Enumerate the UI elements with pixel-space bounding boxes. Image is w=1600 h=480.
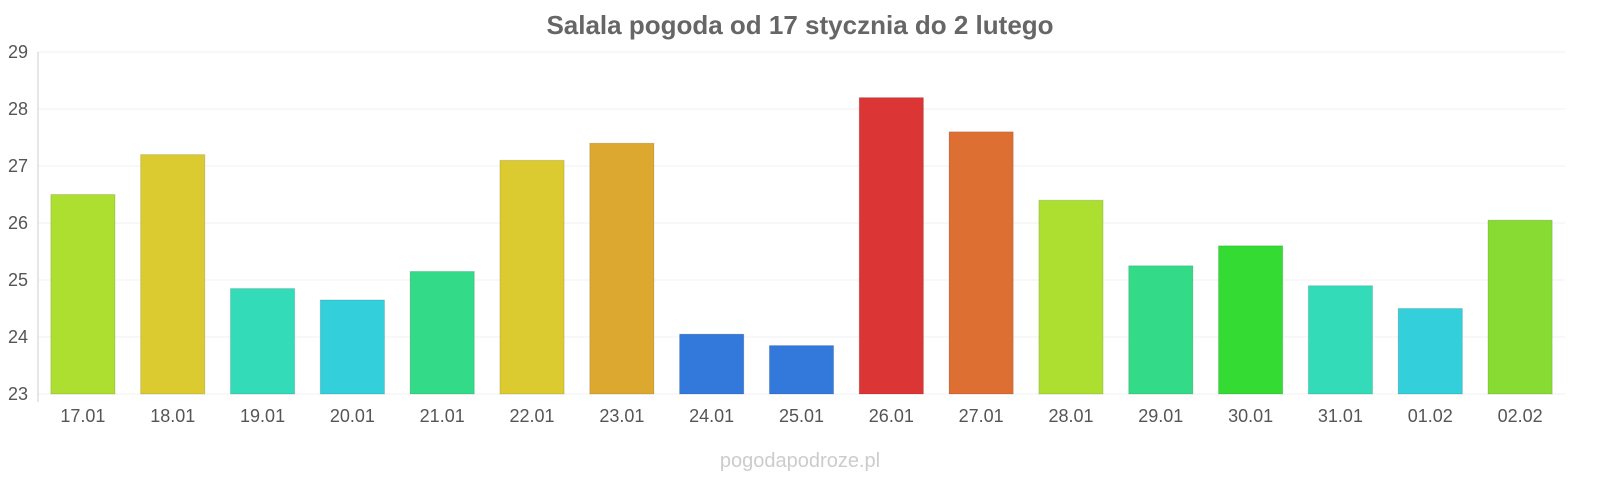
bar-20.01 <box>319 299 385 395</box>
y-tick-label: 25 <box>8 270 28 290</box>
x-tick-label: 31.01 <box>1318 406 1363 426</box>
watermark: pogodapodroze.pl <box>719 450 881 472</box>
x-tick-label: 27.01 <box>959 406 1004 426</box>
bar-17.01 <box>50 194 116 395</box>
bar-29.01 <box>1128 265 1194 395</box>
y-tick-label: 27 <box>8 156 28 176</box>
chart-title: Salala pogoda od 17 stycznia do 2 lutego <box>546 10 1054 40</box>
x-tick-label: 24.01 <box>689 406 734 426</box>
x-tick-label: 20.01 <box>330 406 375 426</box>
x-tick-label: 29.01 <box>1138 406 1183 426</box>
bar-31.01 <box>1307 285 1374 395</box>
x-tick-label: 25.01 <box>779 406 824 426</box>
bar-25.01 <box>768 345 835 395</box>
bar-01.02 <box>1397 308 1463 395</box>
x-tick-label: 26.01 <box>869 406 914 426</box>
x-tick-label: 22.01 <box>510 406 555 426</box>
x-tick-label: 30.01 <box>1228 406 1273 426</box>
y-tick-labels: 23 24 25 26 27 28 29 <box>8 42 28 404</box>
bar-27.01 <box>948 131 1014 395</box>
bar-22.01 <box>499 159 565 395</box>
x-tick-label: 21.01 <box>420 406 465 426</box>
x-tick-label: 23.01 <box>599 406 644 426</box>
y-tick-label: 28 <box>8 99 28 119</box>
bar-30.01 <box>1218 245 1284 395</box>
x-tick-labels: 17.01 18.01 19.01 20.01 21.01 22.01 23.01 24.01… <box>60 406 1542 426</box>
y-tick-label: 24 <box>8 327 28 347</box>
bar-24.01 <box>679 333 745 395</box>
y-tick-label: 23 <box>8 384 28 404</box>
bar-18.01 <box>140 154 206 395</box>
y-tick-label: 29 <box>8 42 28 62</box>
x-tick-label: 02.02 <box>1498 406 1543 426</box>
x-tick-label: 18.01 <box>150 406 195 426</box>
x-tick-label: 17.01 <box>60 406 105 426</box>
x-tick-label: 01.02 <box>1408 406 1453 426</box>
bar-layer <box>50 97 1553 395</box>
x-tick-label: 19.01 <box>240 406 285 426</box>
bar-02.02 <box>1487 219 1553 395</box>
bar-21.01 <box>409 270 475 395</box>
bar-28.01 <box>1038 199 1104 395</box>
y-tick-label: 26 <box>8 213 28 233</box>
bar-19.01 <box>229 288 296 395</box>
plot-area: 17.01 18.01 19.01 20.01 21.01 22.01 23.01 24.01… <box>8 42 1565 426</box>
bar-26.01 <box>858 97 924 395</box>
bar-23.01 <box>589 142 655 395</box>
x-tick-label: 28.01 <box>1048 406 1093 426</box>
